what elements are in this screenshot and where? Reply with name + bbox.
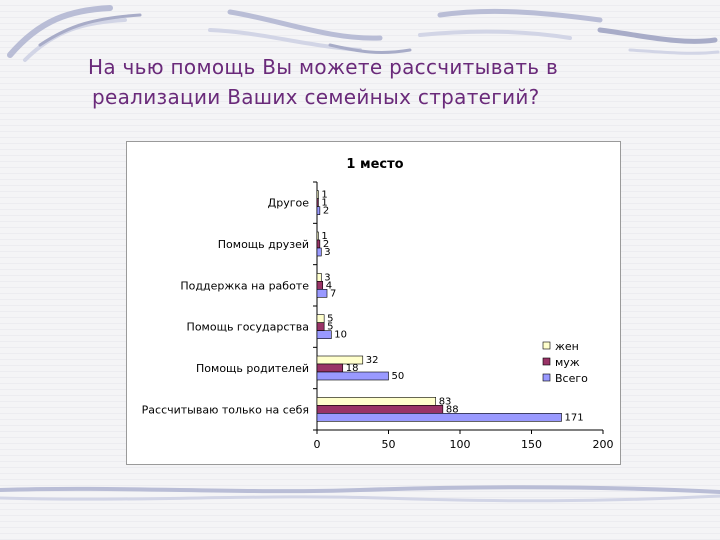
x-tick-label: 150 [521, 438, 542, 451]
data-label: 2 [323, 206, 329, 217]
top-decoration [7, 5, 720, 62]
x-tick-label: 100 [450, 438, 471, 451]
slide-title-line-1: На чью помощь Вы можете рассчитывать в [88, 55, 559, 79]
data-label: 1 [321, 231, 327, 242]
bar-Всего [316, 206, 321, 215]
category-label: Поддержка на работе [180, 279, 309, 292]
bar-муж [316, 198, 319, 207]
data-label: 2 [323, 239, 329, 250]
data-label: 3 [324, 247, 330, 258]
data-label: 5 [327, 322, 333, 333]
bar-жен [316, 190, 319, 199]
data-label: 1 [321, 198, 327, 209]
bar-Всего [316, 247, 322, 257]
data-label: 3 [324, 272, 330, 283]
data-label: 83 [439, 396, 452, 407]
bar-муж [316, 322, 325, 331]
bar-Всего [316, 371, 389, 381]
bar-Всего [316, 289, 328, 298]
data-label: 5 [327, 314, 333, 325]
data-label: 1 [321, 190, 327, 201]
chart-area: 1 место 0 50 100 150 200 Рассчитываю только на… [126, 141, 621, 465]
x-tick-label: 50 [382, 438, 396, 451]
category-label: Помощь друзей [218, 238, 309, 251]
legend-swatch [542, 373, 551, 382]
legend-swatch [542, 357, 551, 366]
category-label: Помощь государства [187, 321, 309, 334]
data-label: 32 [366, 355, 379, 366]
data-label: 7 [330, 288, 336, 299]
legend-label: Всего [555, 372, 588, 385]
data-label: 4 [326, 280, 332, 291]
x-tick-label: 200 [593, 438, 614, 451]
legend-label: муж [555, 356, 580, 369]
bar-жен [316, 314, 325, 323]
data-label: 18 [346, 363, 359, 374]
category-label: Помощь родителей [196, 362, 309, 375]
legend-swatch [542, 341, 551, 350]
slide-title-line-2: реализации Ваших семейных стратегий? [92, 85, 540, 109]
bar-жен [316, 397, 436, 406]
category-label: Другое [268, 197, 310, 210]
x-tick-label: 0 [314, 438, 321, 451]
slide-title: На чью помощь Вы можете рассчитывать в р… [88, 52, 688, 112]
bar-муж [316, 281, 324, 290]
chart-title: 1 место [346, 157, 403, 172]
bottom-decoration [0, 485, 720, 503]
bar-муж [316, 405, 444, 414]
bar-жен [316, 273, 322, 282]
data-label: 88 [446, 404, 459, 415]
category-label: Рассчитываю только на себя [142, 403, 309, 416]
bar-Всего [316, 413, 562, 422]
bar-Всего [316, 330, 332, 339]
bar-муж [316, 239, 321, 249]
bar-муж [316, 363, 344, 373]
data-label: 50 [392, 371, 405, 382]
bar-жен [316, 231, 319, 241]
legend-label: жен [555, 340, 579, 353]
data-label: 10 [334, 330, 347, 341]
data-label: 171 [565, 412, 584, 423]
